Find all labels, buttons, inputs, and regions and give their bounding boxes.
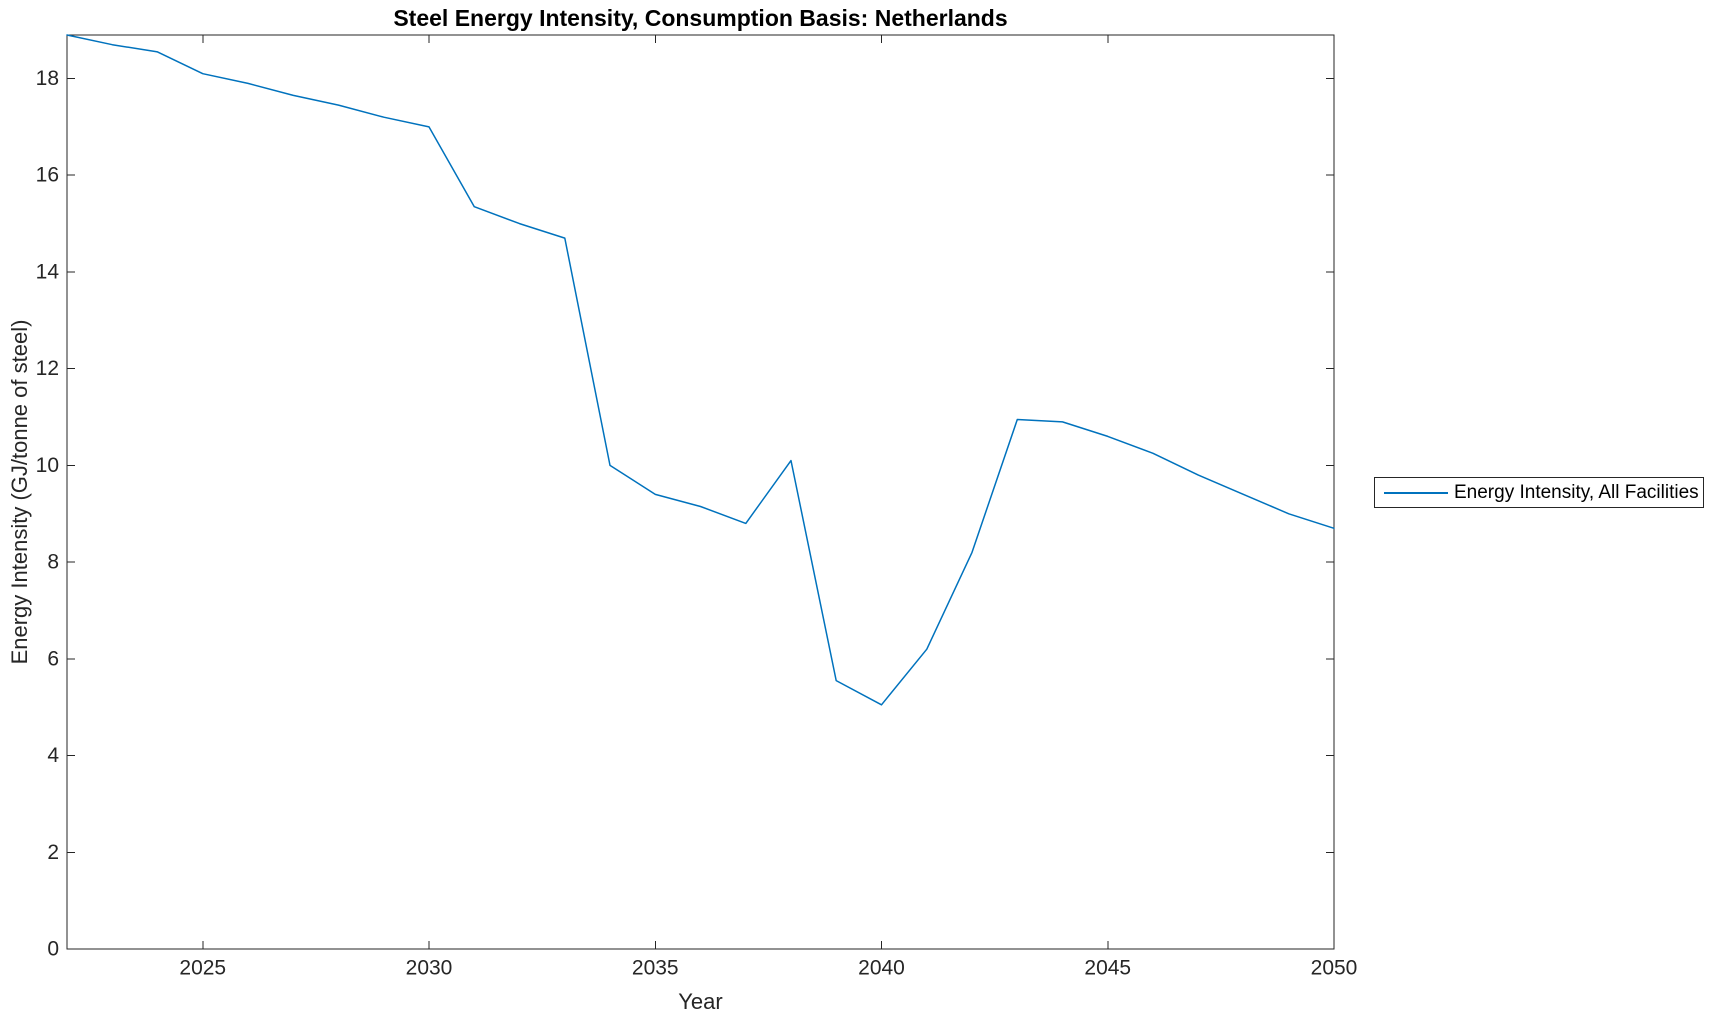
chart-title: Steel Energy Intensity, Consumption Basi…: [393, 5, 1008, 31]
y-tick-label: 14: [36, 260, 60, 283]
x-tick-label: 2025: [179, 956, 226, 979]
x-tick-label: 2050: [1311, 956, 1358, 979]
y-tick-label: 12: [36, 357, 59, 380]
y-tick-label: 18: [36, 67, 59, 90]
legend: Energy Intensity, All Facilities: [1374, 477, 1704, 508]
y-tick-label: 8: [47, 551, 59, 574]
y-tick-label: 2: [47, 841, 59, 864]
y-tick-label: 16: [36, 164, 59, 187]
legend-line-sample: [1384, 491, 1448, 494]
y-tick-label: 0: [47, 938, 59, 961]
x-tick-label: 2045: [1084, 956, 1131, 979]
x-tick-label: 2035: [632, 956, 679, 979]
axes-box: [66, 34, 1335, 950]
y-tick-label: 4: [47, 744, 59, 767]
y-tick-label: 6: [47, 647, 59, 670]
series-line: [66, 34, 1335, 706]
x-axis-label: Year: [678, 989, 723, 1014]
x-tick-label: 2040: [858, 956, 905, 979]
legend-label: Energy Intensity, All Facilities: [1454, 481, 1699, 503]
x-tick-label: 2030: [406, 956, 453, 979]
y-tick-label: 10: [36, 454, 59, 477]
